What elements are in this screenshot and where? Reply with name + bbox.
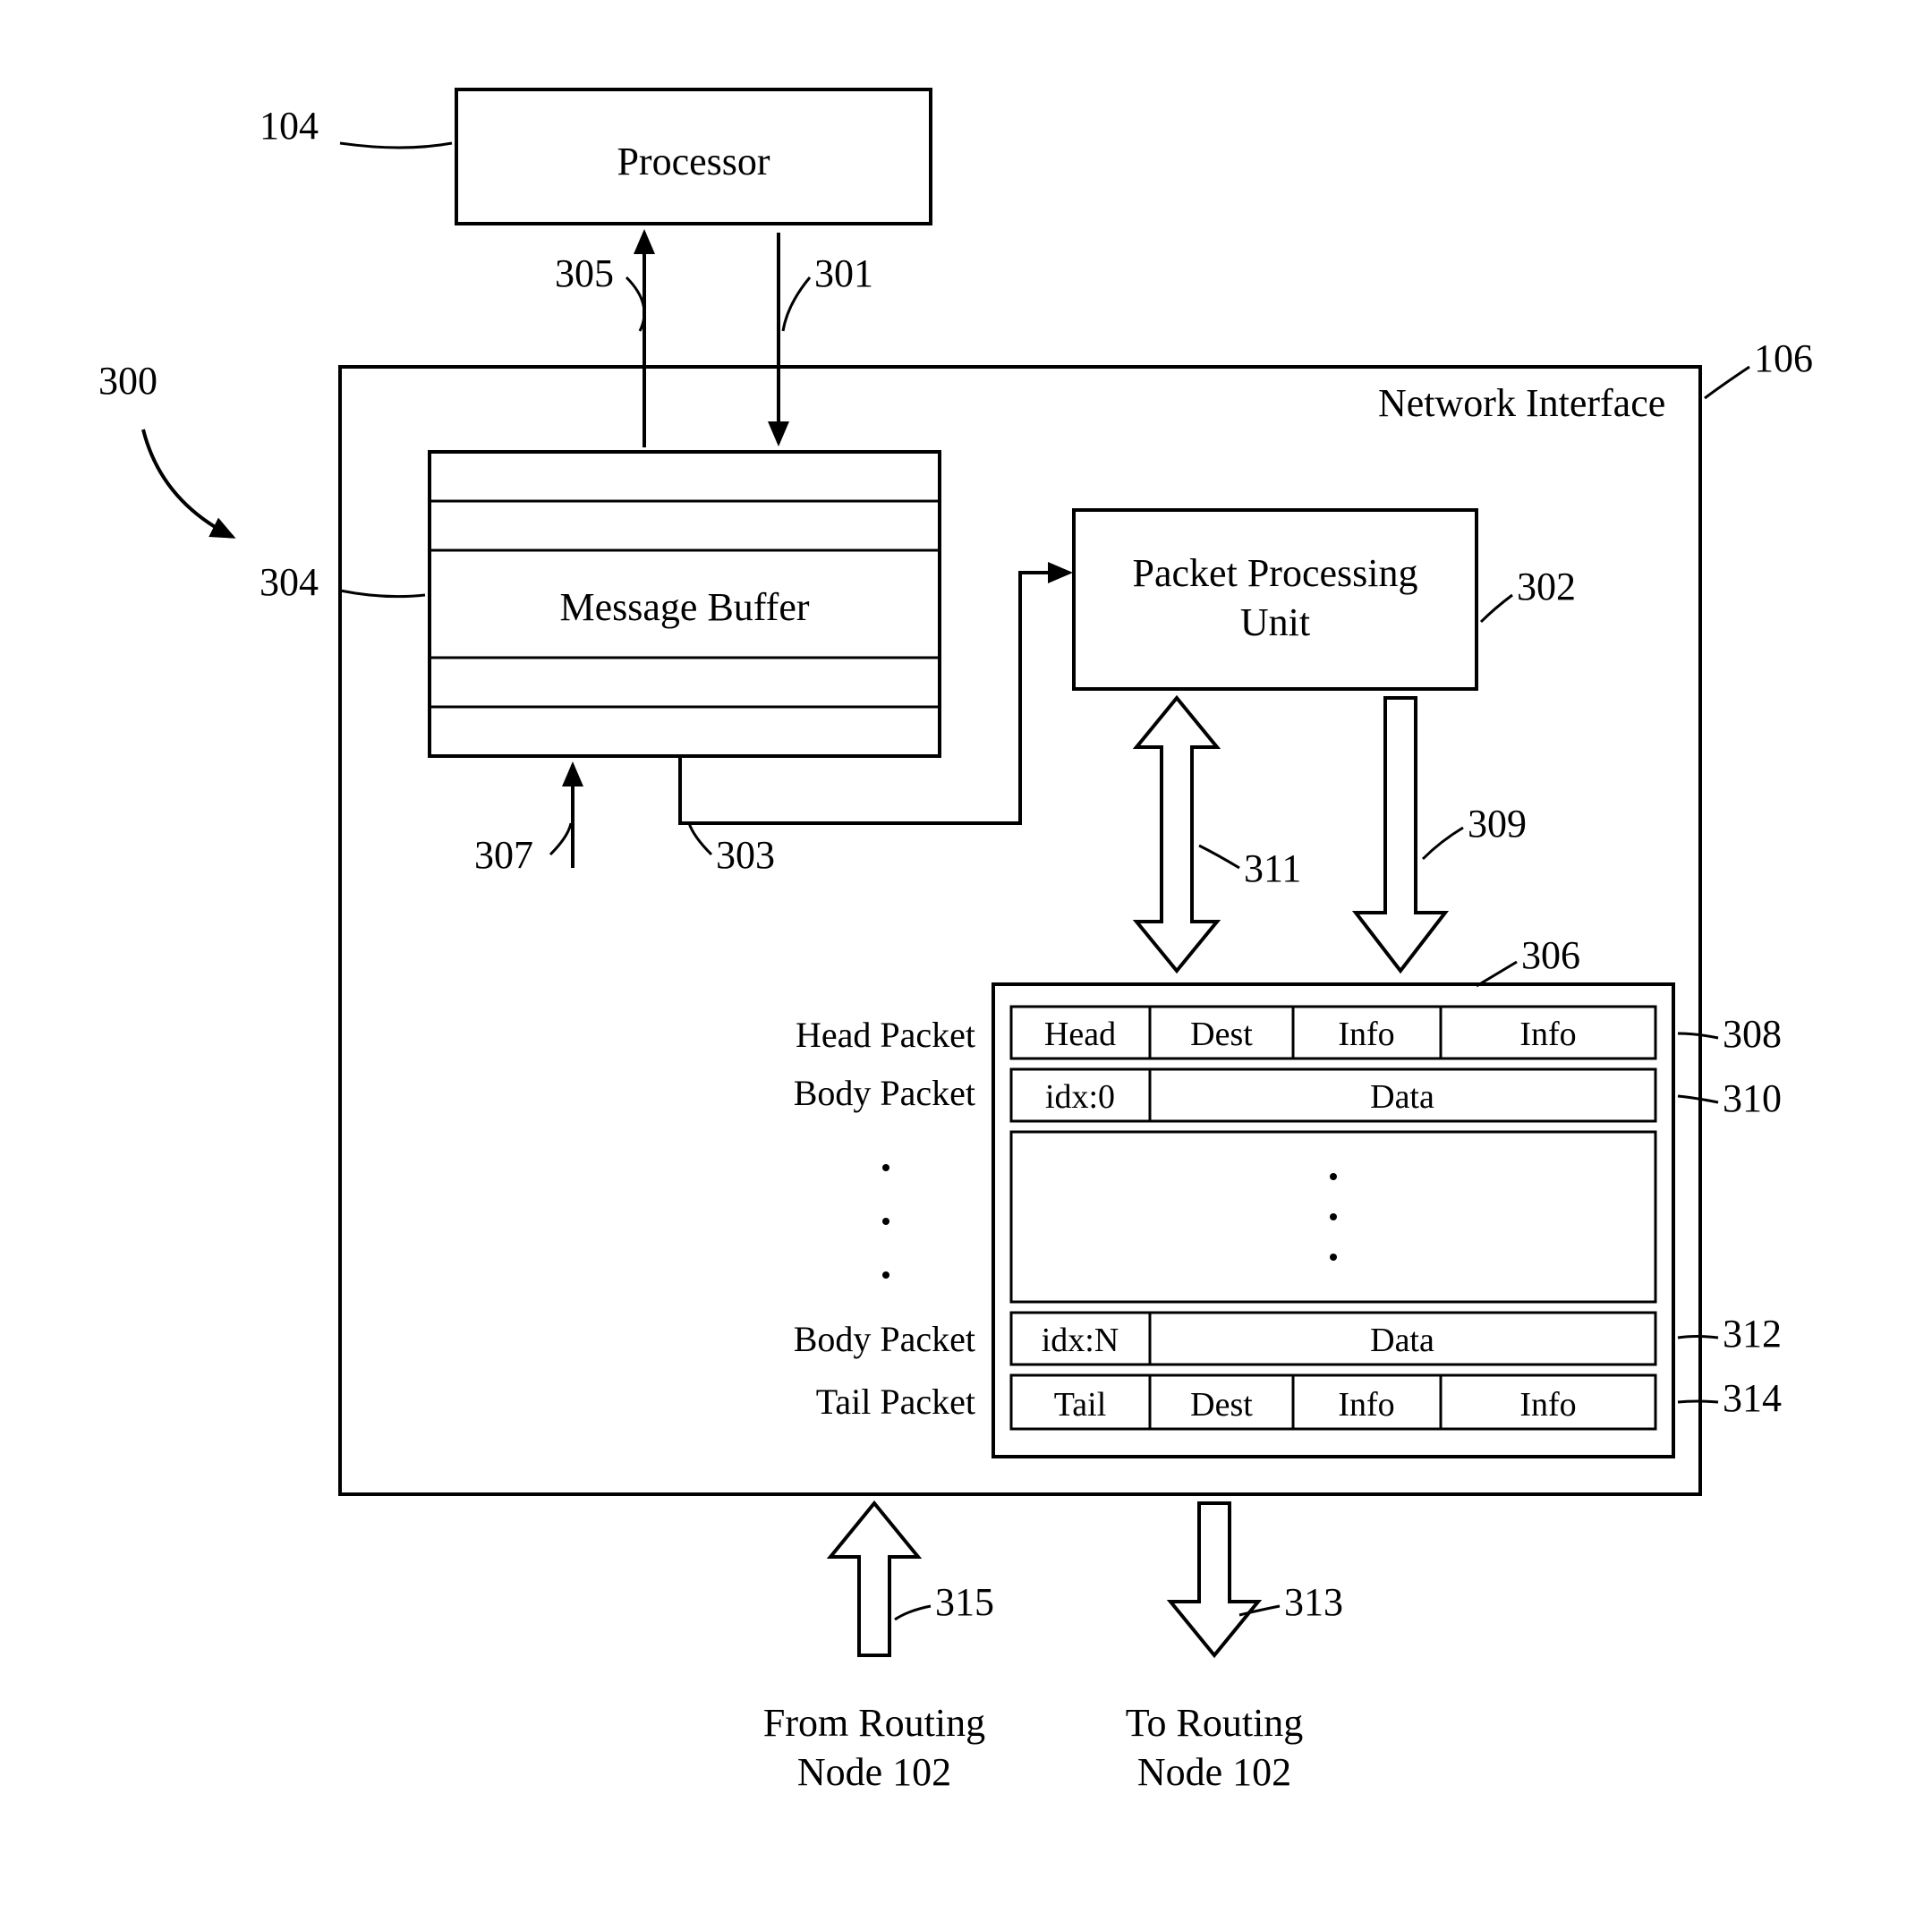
dot [882, 1271, 889, 1279]
svg-text:Info: Info [1519, 1016, 1576, 1053]
dot [1330, 1213, 1337, 1220]
network-interface-label: Network Interface [1378, 381, 1665, 425]
body-packet-row-n: idx:N Data [1011, 1313, 1655, 1365]
body-packet-label-n: Body Packet [794, 1319, 975, 1359]
svg-text:Dest: Dest [1190, 1386, 1253, 1424]
to-routing-2: Node 102 [1137, 1750, 1291, 1794]
svg-text:Dest: Dest [1190, 1016, 1253, 1053]
ref-304-leader [340, 591, 425, 597]
ref-306-leader [1477, 962, 1517, 986]
ref-315: 315 [935, 1580, 994, 1624]
ref-310-leader [1678, 1096, 1718, 1102]
message-buffer-label: Message Buffer [560, 585, 810, 629]
svg-text:idx:0: idx:0 [1045, 1078, 1115, 1116]
head-packet-label: Head Packet [796, 1015, 975, 1055]
dot [882, 1218, 889, 1225]
ref-309-leader [1423, 828, 1463, 859]
ref-314-leader [1678, 1401, 1718, 1402]
to-routing-1: To Routing [1126, 1701, 1304, 1745]
hollow-arrow-311 [1136, 698, 1217, 971]
ref-106: 106 [1754, 336, 1813, 380]
tail-packet-label: Tail Packet [816, 1382, 975, 1422]
ppu-box [1074, 510, 1477, 689]
ref-302-leader [1481, 595, 1512, 622]
body-packet-label-0: Body Packet [794, 1073, 975, 1113]
svg-text:Head: Head [1044, 1016, 1116, 1053]
ref-301: 301 [814, 251, 873, 295]
ref-106-leader [1705, 367, 1749, 398]
from-routing-1: From Routing [763, 1701, 985, 1745]
ref-302: 302 [1517, 565, 1576, 608]
svg-text:Info: Info [1338, 1386, 1394, 1424]
ref-313: 313 [1284, 1580, 1343, 1624]
ref-306: 306 [1521, 933, 1580, 977]
svg-text:Tail: Tail [1054, 1386, 1107, 1424]
ref-104-leader [340, 143, 452, 148]
ref-309: 309 [1468, 802, 1527, 846]
ref-314: 314 [1723, 1376, 1782, 1420]
ppu-label-1: Packet Processing [1133, 551, 1418, 595]
ref-303: 303 [716, 833, 775, 877]
svg-text:Info: Info [1519, 1386, 1576, 1424]
dot [1330, 1173, 1337, 1180]
svg-text:Data: Data [1370, 1322, 1434, 1359]
ref-104: 104 [260, 104, 319, 148]
ref-301-leader [783, 277, 810, 331]
ppu-label-2: Unit [1240, 600, 1310, 644]
ref-311-leader [1199, 846, 1239, 868]
ref-308-leader [1678, 1033, 1718, 1038]
svg-text:Data: Data [1370, 1078, 1434, 1116]
ref-304: 304 [260, 560, 319, 604]
ref-315-leader [895, 1606, 931, 1620]
hollow-arrow-315 [830, 1503, 918, 1655]
ref-305: 305 [555, 251, 614, 295]
ref-307-leader [550, 823, 571, 854]
svg-text:Info: Info [1338, 1016, 1394, 1053]
processor-label: Processor [617, 140, 770, 183]
ref-311: 311 [1244, 846, 1301, 890]
dot [1330, 1254, 1337, 1261]
ref-310: 310 [1723, 1076, 1782, 1120]
hollow-arrow-309 [1356, 698, 1445, 971]
svg-text:idx:N: idx:N [1042, 1322, 1119, 1359]
from-routing-2: Node 102 [797, 1750, 951, 1794]
ref-305-leader [626, 277, 644, 331]
head-packet-row: Head Dest Info Info [1011, 1007, 1655, 1059]
message-buffer: Message Buffer [430, 452, 940, 756]
body-packet-row-0: idx:0 Data [1011, 1069, 1655, 1121]
ref-300-arrow [143, 429, 233, 537]
ref-312: 312 [1723, 1312, 1782, 1356]
ref-308: 308 [1723, 1012, 1782, 1056]
ref-307: 307 [474, 833, 533, 877]
hollow-arrow-313 [1170, 1503, 1258, 1655]
ref-300: 300 [98, 359, 157, 403]
network-interface-box [340, 367, 1700, 1494]
tail-packet-row: Tail Dest Info Info [1011, 1375, 1655, 1429]
ref-312-leader [1678, 1337, 1718, 1339]
dot [882, 1164, 889, 1171]
ref-303-leader [689, 823, 711, 854]
